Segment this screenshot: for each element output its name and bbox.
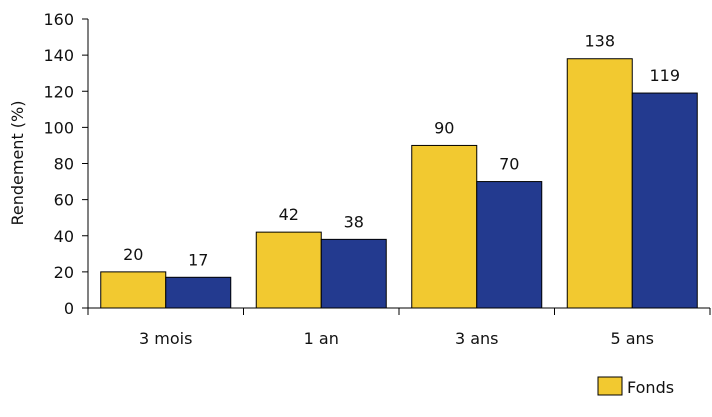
x-tick-label: 3 ans bbox=[455, 329, 499, 348]
y-axis: 0 20 40 60 80 100 120 140 160 bbox=[43, 10, 89, 318]
bar bbox=[165, 276, 232, 309]
data-label: 17 bbox=[188, 250, 208, 269]
y-tick-label: 100 bbox=[43, 118, 74, 137]
bar bbox=[320, 238, 387, 309]
data-labels: 20 17 42 38 90 70 138 119 bbox=[123, 32, 680, 270]
data-label: 119 bbox=[649, 66, 680, 85]
y-tick-label: 140 bbox=[43, 46, 74, 65]
x-axis: 3 mois 1 an 3 ans 5 ans bbox=[87, 307, 711, 348]
data-label: 20 bbox=[123, 245, 143, 264]
y-axis-title: Rendement (%) bbox=[8, 101, 27, 226]
y-tick-label: 80 bbox=[54, 155, 74, 174]
legend-swatch bbox=[597, 376, 623, 396]
bar bbox=[100, 271, 167, 309]
x-tick-label: 3 mois bbox=[139, 329, 192, 348]
y-tick-label: 40 bbox=[54, 227, 74, 246]
data-label: 70 bbox=[499, 155, 519, 174]
data-label: 90 bbox=[434, 118, 454, 137]
bar bbox=[566, 58, 633, 309]
data-label: 138 bbox=[584, 32, 615, 51]
x-tick-label: 5 ans bbox=[610, 329, 654, 348]
y-tick-label: 60 bbox=[54, 191, 74, 210]
bar bbox=[476, 181, 543, 309]
data-label: 38 bbox=[344, 212, 364, 231]
y-tick-label: 160 bbox=[43, 10, 74, 29]
bar bbox=[255, 231, 322, 309]
y-tick-label: 0 bbox=[64, 299, 74, 318]
bar bbox=[631, 92, 698, 309]
data-label: 42 bbox=[279, 205, 299, 224]
y-tick-label: 20 bbox=[54, 263, 74, 282]
bars bbox=[100, 58, 698, 309]
y-tick-label: 120 bbox=[43, 82, 74, 101]
legend: Fonds bbox=[597, 376, 674, 397]
legend-label: Fonds bbox=[627, 378, 674, 397]
x-tick-label: 1 an bbox=[304, 329, 339, 348]
bar bbox=[411, 144, 478, 309]
